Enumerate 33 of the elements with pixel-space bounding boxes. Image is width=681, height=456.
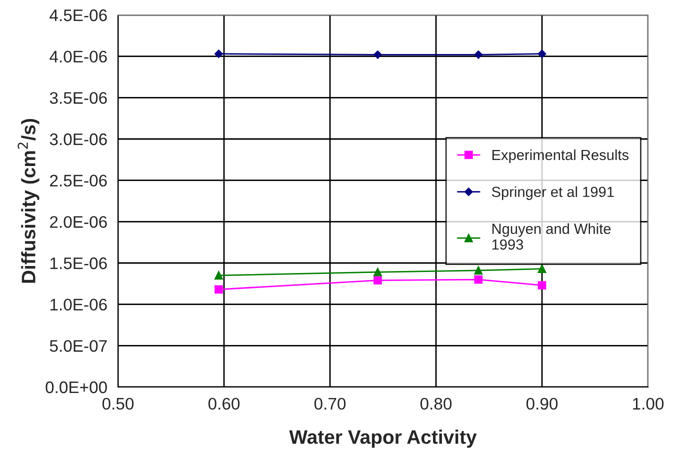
y-tick-label: 4.5E-06: [50, 9, 107, 22]
point: [214, 50, 223, 58]
legend-label: Experimental Results: [492, 149, 629, 164]
point: [374, 268, 382, 276]
x-axis-title: Water Vapor Activity: [289, 430, 477, 448]
point: [374, 50, 382, 59]
y-tick-label: 3.5E-06: [50, 92, 107, 104]
y-axis-title: Diffusivity (cm$^{2}$/s): [18, 118, 40, 283]
y-tick-label: 5.0E-07: [50, 340, 107, 352]
y-tick-label: 3.0E-06: [50, 133, 107, 146]
y-tick-label: 4.0E-06: [50, 50, 107, 63]
y-tick-label: 2.5E-06: [50, 174, 107, 187]
point: [214, 271, 223, 280]
y-tick-label: 2.0E-06: [50, 216, 107, 228]
legend-label: Springer et al 1991: [492, 186, 614, 200]
point: [374, 276, 382, 285]
y-tick-label: 0.0E+00: [46, 381, 107, 394]
x-tick-label: 0.60: [208, 398, 240, 410]
point: [538, 50, 546, 58]
x-tick-label: 0.90: [526, 398, 558, 410]
y-tick-label: 1.0E-06: [50, 298, 107, 311]
point: [474, 275, 483, 284]
x-tick-label: 0.80: [420, 398, 452, 410]
y-tick-label: 1.5E-06: [50, 257, 107, 270]
legend-label: Nguyen and White 1993: [492, 223, 611, 250]
x-tick-label: 1.00: [633, 398, 664, 410]
point: [214, 285, 223, 294]
x-tick-label: 0.50: [102, 398, 134, 410]
x-tick-label: 0.70: [314, 398, 346, 410]
point: [474, 266, 483, 275]
point: [474, 50, 483, 59]
point: [538, 264, 546, 273]
point: [538, 281, 546, 290]
